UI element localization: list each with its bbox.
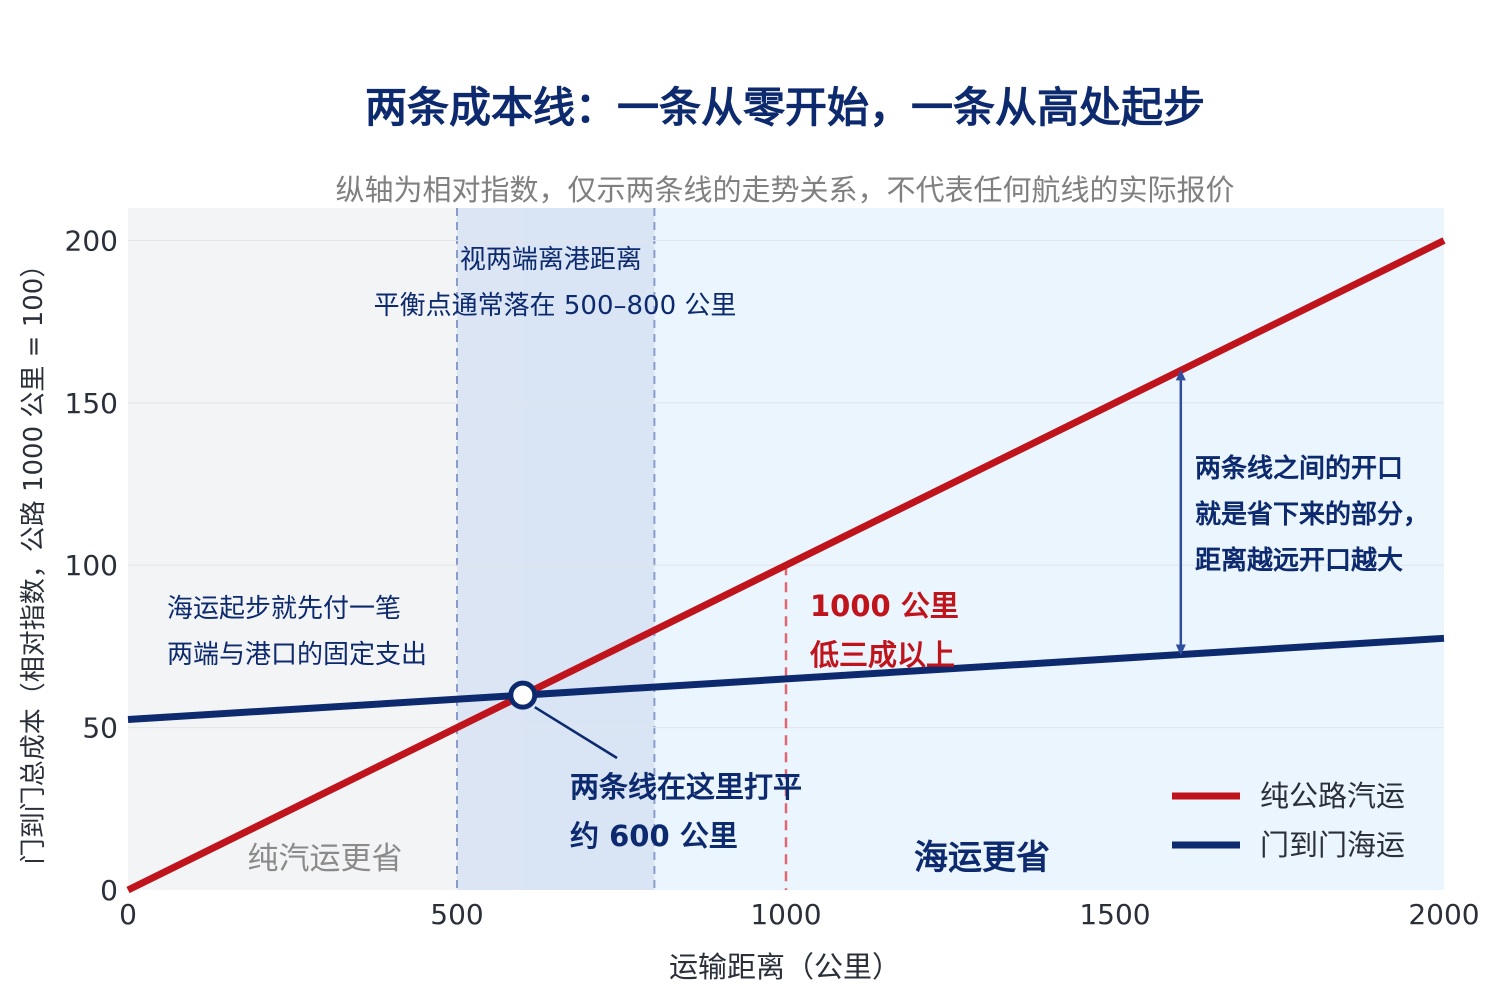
x-tick-label-2000: 2000 bbox=[1408, 898, 1479, 931]
series-line-sea bbox=[127, 634, 1445, 723]
break-even-band-fill bbox=[457, 208, 655, 890]
gap-arrow-head-top bbox=[1175, 369, 1186, 381]
gap-note-line-2: 就是省下来的部分， bbox=[1195, 499, 1429, 530]
start-note-line-2: 两端与港口的固定支出 bbox=[167, 640, 427, 670]
y-tick-label-0: 0 bbox=[100, 874, 118, 907]
region-label-road: 纯汽运更省 bbox=[248, 841, 403, 877]
gap-note-line-3: 距离越远开口越大 bbox=[1195, 545, 1403, 576]
thousand-km-note-line-2: 低三成以上 bbox=[809, 638, 955, 672]
breakeven-note-line-1: 两条线在这里打平 bbox=[570, 770, 802, 804]
band-note-line-2: 平衡点通常落在 500–800 公里 bbox=[374, 291, 737, 321]
break-even-band bbox=[456, 208, 656, 890]
x-tick-label-1000: 1000 bbox=[750, 898, 821, 931]
chart-title: 两条成本线：一条从零开始，一条从高处起步 bbox=[365, 83, 1205, 132]
markers bbox=[508, 369, 1186, 760]
gap-note-line-1: 两条线之间的开口 bbox=[1195, 453, 1403, 484]
band-note: 视两端离港距离 平衡点通常落在 500–800 公里 bbox=[374, 245, 737, 321]
break-even-leader-line bbox=[534, 706, 618, 760]
x-tick-label-500: 500 bbox=[430, 898, 483, 931]
breakeven-note: 两条线在这里打平 约 600 公里 bbox=[570, 770, 812, 853]
thousand-km-note-line-1: 1000 公里 bbox=[810, 589, 959, 623]
series-lines bbox=[126, 237, 1446, 894]
thousand-km-note: 1000 公里 低三成以上 bbox=[809, 589, 969, 672]
x-tick-label-1500: 1500 bbox=[1079, 898, 1150, 931]
start-note-line-1: 海运起步就先付一笔 bbox=[167, 594, 401, 624]
gap-note: 两条线之间的开口 就是省下来的部分， 距离越远开口越大 bbox=[1195, 453, 1438, 576]
y-axis-label: 门到门总成本（相对指数，公路 1000 公里 = 100） bbox=[19, 252, 49, 865]
region-background-1 bbox=[522, 208, 1444, 890]
legend-label-road: 纯公路汽运 bbox=[1260, 779, 1405, 813]
y-tick-label-100: 100 bbox=[65, 549, 118, 582]
series-line-road bbox=[126, 237, 1446, 894]
x-axis-label: 运输距离（公里） bbox=[669, 950, 901, 984]
start-note: 海运起步就先付一笔 两端与港口的固定支出 bbox=[167, 594, 427, 670]
y-tick-label-200: 200 bbox=[65, 224, 118, 257]
y-tick-label-150: 150 bbox=[65, 387, 118, 420]
breakeven-note-line-2: 约 600 公里 bbox=[570, 819, 738, 853]
legend-label-sea: 门到门海运 bbox=[1260, 828, 1405, 862]
break-even-point-marker bbox=[508, 680, 538, 710]
region-label-sea: 海运更省 bbox=[914, 838, 1050, 878]
y-tick-label-50: 50 bbox=[82, 712, 118, 745]
gap-arrow-head-bottom bbox=[1175, 644, 1186, 656]
legend: 纯公路汽运 门到门海运 bbox=[1172, 779, 1405, 862]
x-tick-label-0: 0 bbox=[119, 898, 137, 931]
band-note-line-1: 视两端离港距离 bbox=[460, 245, 642, 275]
chart-subtitle: 纵轴为相对指数，仅示两条线的走势关系，不代表任何航线的实际报价 bbox=[335, 173, 1234, 207]
